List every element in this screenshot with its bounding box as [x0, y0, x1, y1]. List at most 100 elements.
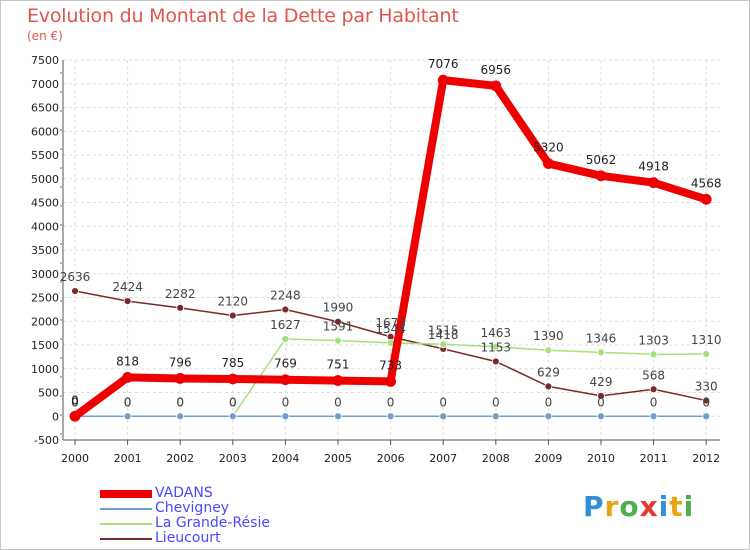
data-point	[281, 305, 290, 314]
data-point	[386, 412, 395, 421]
y-tick-label: 6000	[31, 125, 59, 138]
y-tick-label: 7000	[31, 78, 59, 91]
y-tick-label: 1000	[31, 363, 59, 376]
x-tick-label: 2003	[219, 452, 247, 465]
data-point	[228, 412, 237, 421]
data-label: 6956	[481, 63, 512, 77]
data-label: 429	[590, 375, 613, 389]
data-label: 0	[176, 395, 184, 409]
data-point	[439, 412, 448, 421]
data-label: 0	[71, 395, 79, 409]
data-label: 2282	[165, 287, 196, 301]
x-tick-label: 2006	[377, 452, 405, 465]
y-tick-label: 3500	[31, 244, 59, 257]
y-tick-label: 6500	[31, 102, 59, 115]
data-label: 1153	[481, 340, 512, 354]
data-point	[176, 412, 185, 421]
data-point	[71, 287, 79, 295]
data-label: 0	[71, 395, 79, 409]
legend-label: VADANS	[155, 485, 213, 501]
data-label: 796	[169, 355, 192, 369]
logo-letter: i	[683, 490, 695, 523]
data-label: 785	[221, 356, 244, 370]
data-point	[174, 373, 186, 384]
data-label: 2636	[60, 270, 91, 284]
y-tick-label: 5000	[31, 173, 59, 186]
data-label: 330	[695, 380, 718, 394]
data-point	[649, 385, 658, 394]
x-tick-label: 2011	[640, 452, 668, 465]
logo-letter: P	[583, 490, 605, 523]
data-label: 751	[327, 358, 350, 372]
data-label: 4918	[638, 160, 669, 174]
data-label: 2248	[270, 288, 301, 302]
chart-title: Evolution du Montant de la Dette par Hab…	[27, 5, 459, 27]
data-point	[491, 342, 500, 351]
data-label: 0	[492, 395, 500, 409]
data-label: 1627	[270, 318, 301, 332]
data-label: 629	[537, 365, 560, 379]
logo-letter: i	[658, 490, 670, 523]
data-label: 0	[545, 395, 553, 409]
data-point	[334, 412, 342, 421]
data-label: 733	[379, 358, 402, 372]
legend-swatch	[100, 538, 152, 540]
chart-subtitle: (en €)	[27, 29, 63, 43]
logo-letter: t	[669, 490, 684, 523]
legend-swatch	[100, 490, 152, 498]
y-tick-label: 7500	[31, 54, 59, 67]
data-point	[544, 346, 553, 355]
legend-label: La Grande-Résie	[155, 515, 270, 531]
data-label: 1390	[533, 329, 564, 343]
data-label: 0	[176, 395, 184, 409]
data-label: 0	[282, 395, 290, 409]
data-label: 1515	[428, 323, 459, 337]
data-label: 568	[642, 368, 665, 382]
y-tick-label: 4000	[31, 220, 59, 233]
data-point	[227, 373, 239, 385]
data-point	[281, 335, 290, 343]
data-label: 1310	[691, 333, 722, 347]
y-tick-label: 4500	[31, 197, 59, 210]
x-tick-label: 2010	[587, 452, 615, 465]
data-label: 0	[597, 395, 605, 409]
data-point	[281, 412, 290, 421]
data-point	[595, 170, 607, 182]
data-label: 0	[702, 395, 710, 409]
data-point	[544, 382, 553, 391]
data-label: 1544	[375, 322, 406, 336]
y-tick-label: 2000	[31, 315, 59, 328]
data-label: 2120	[218, 295, 249, 309]
data-label: 0	[124, 395, 132, 409]
data-label: 0	[387, 395, 395, 409]
legend-label: Lieucourt	[155, 530, 221, 546]
data-label: 0	[71, 393, 79, 407]
data-label: 1990	[323, 301, 354, 315]
data-label: 1346	[586, 331, 617, 345]
data-point	[437, 74, 449, 86]
data-point	[439, 340, 448, 349]
y-tick-label: 5500	[31, 149, 59, 162]
data-point	[491, 412, 500, 421]
data-label: 818	[116, 354, 139, 368]
data-label: 0	[439, 395, 447, 409]
data-point	[648, 177, 659, 189]
legend-label: Chevigney	[155, 500, 230, 516]
y-tick-label: 2500	[31, 292, 59, 305]
proxiti-logo: Proxiti	[583, 490, 694, 523]
data-point	[597, 391, 605, 400]
logo-letter: r	[604, 490, 620, 523]
data-label: 1591	[323, 320, 354, 334]
legend-swatch	[100, 523, 152, 525]
y-tick-label: -500	[34, 434, 59, 447]
data-label: 7076	[428, 57, 459, 71]
data-point	[490, 80, 502, 92]
data-label: 0	[229, 395, 237, 409]
data-point	[700, 193, 712, 205]
data-point	[702, 350, 711, 358]
x-tick-label: 2012	[692, 452, 720, 465]
data-point	[332, 375, 344, 386]
logo-letter: x	[639, 490, 659, 523]
y-tick-label: 0	[52, 410, 59, 423]
